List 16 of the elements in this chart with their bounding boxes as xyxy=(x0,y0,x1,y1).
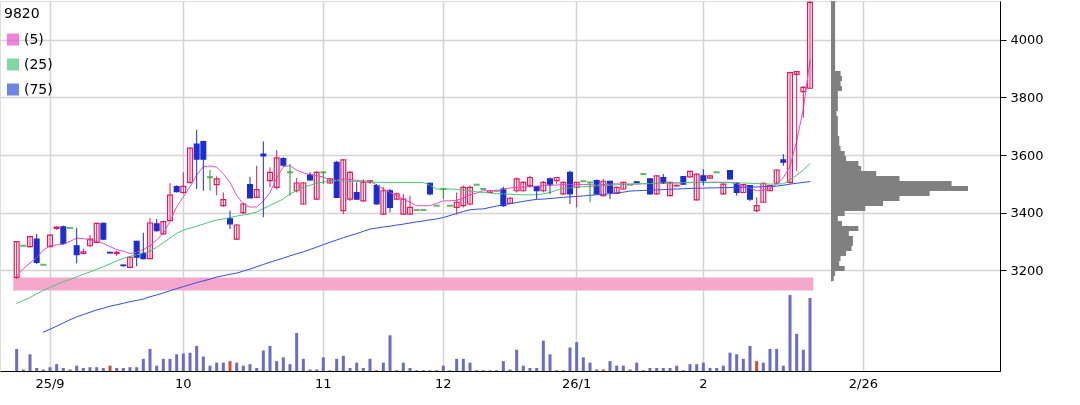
x-tick-label: 2/26 xyxy=(848,375,878,391)
y-tick-label: 3600 xyxy=(1010,147,1044,163)
legend-label: (25) xyxy=(24,55,53,72)
x-tick-label: 26/1 xyxy=(562,375,592,391)
y-tick-label: 3800 xyxy=(1010,89,1044,105)
y-tick-label: 3400 xyxy=(1010,205,1044,221)
x-tick-label: 10 xyxy=(175,375,192,391)
y-tick-label: 3200 xyxy=(1010,262,1044,278)
chart-title: 9820 xyxy=(4,4,40,21)
x-tick-label: 12 xyxy=(435,375,452,391)
legend-label: (75) xyxy=(24,80,53,97)
y-tick-label: 4000 xyxy=(1010,32,1044,48)
x-tick-label: 25/9 xyxy=(35,375,65,391)
x-tick-label: 2 xyxy=(699,375,708,391)
x-tick-label: 11 xyxy=(315,375,332,391)
legend-label: (5) xyxy=(24,30,44,47)
